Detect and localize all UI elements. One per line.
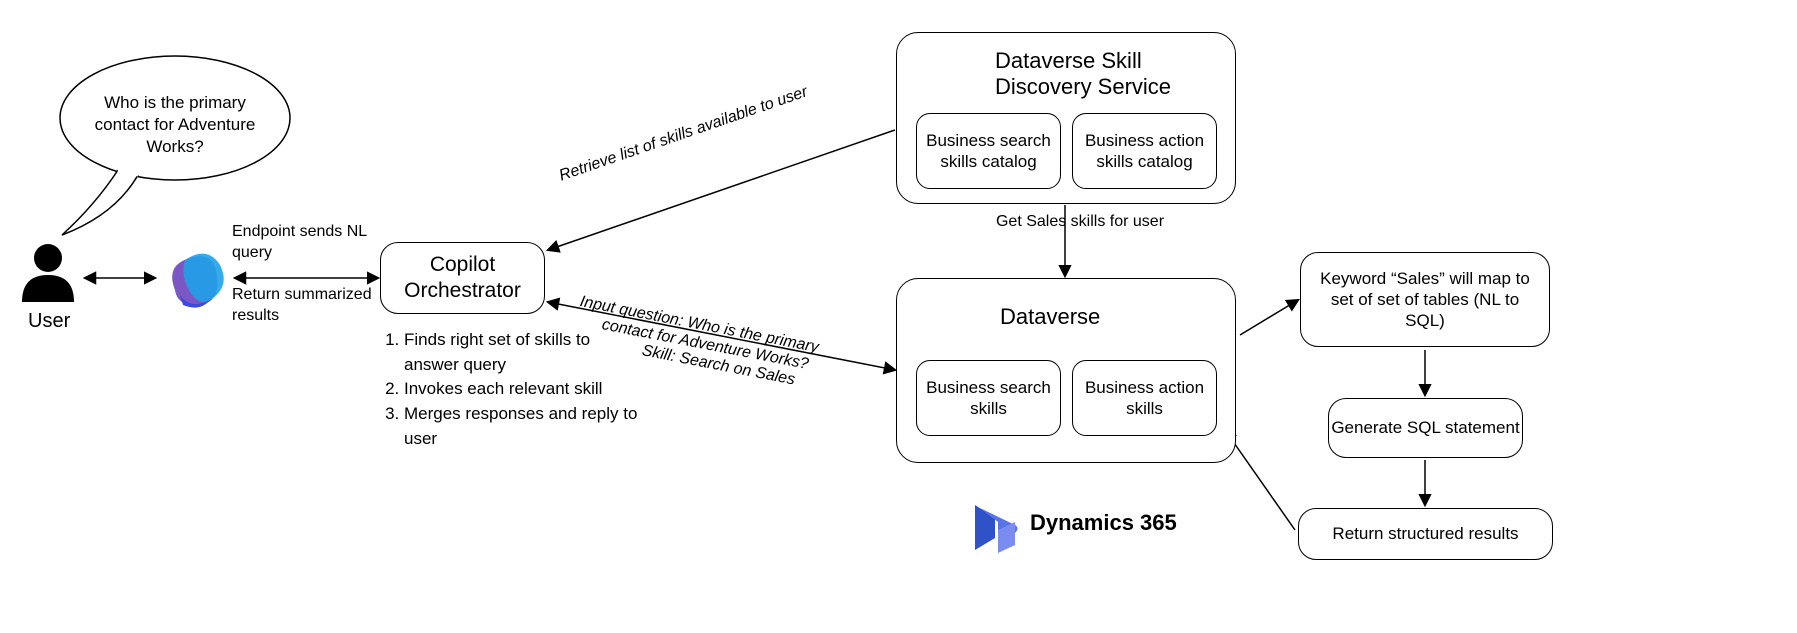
dataverse-title: Dataverse — [1000, 303, 1200, 332]
dataverse-box-action: Business action skills — [1072, 360, 1217, 436]
edge-dataverse-sql1 — [1240, 300, 1298, 335]
dataverse-box-search-label: Business search skills — [917, 377, 1060, 420]
discovery-title: Dataverse Skill Discovery Service — [995, 48, 1220, 101]
dynamics-365-label: Dynamics 365 — [1030, 510, 1177, 536]
discovery-box-action: Business action skills catalog — [1072, 113, 1217, 189]
orchestrator-steps: Finds right set of skills to answer quer… — [378, 328, 638, 451]
sql-node-keyword-map: Keyword “Sales” will map to set of set o… — [1300, 252, 1550, 347]
dynamics-365-text: Dynamics 365 — [1030, 510, 1177, 536]
sql-node-return-results: Return structured results — [1298, 508, 1553, 560]
discovery-box-search: Business search skills catalog — [916, 113, 1061, 189]
edge-label-endpoint-sends: Endpoint sends NL query — [232, 222, 382, 264]
discovery-box-action-label: Business action skills catalog — [1073, 130, 1216, 173]
user-label: User — [28, 310, 70, 333]
edge-orch-discovery — [548, 130, 895, 250]
user-speech-text: Who is the primary contact for Adventure… — [80, 92, 270, 158]
sql-node-generate: Generate SQL statement — [1328, 398, 1523, 458]
dataverse-box-search: Business search skills — [916, 360, 1061, 436]
orchestrator-node: Copilot Orchestrator — [380, 242, 545, 314]
orch-step-2: Invokes each relevant skill — [404, 377, 638, 402]
copilot-icon — [172, 254, 224, 308]
edge-label-get-sales-skills: Get Sales skills for user — [980, 212, 1180, 233]
edge-label-retrieve-skills: Retrieve list of skills available to use… — [557, 61, 875, 185]
discovery-box-search-label: Business search skills catalog — [917, 130, 1060, 173]
dataverse-box-action-label: Business action skills — [1073, 377, 1216, 420]
user-icon — [22, 244, 74, 302]
edge-label-return-summarized: Return summarized results — [232, 285, 382, 327]
orch-step-1: Finds right set of skills to answer quer… — [404, 328, 638, 377]
sql-node-return-results-text: Return structured results — [1332, 523, 1518, 544]
sql-node-keyword-map-text: Keyword “Sales” will map to set of set o… — [1311, 268, 1539, 332]
orch-step-3: Merges responses and reply to user — [404, 402, 638, 451]
orchestrator-title: Copilot Orchestrator — [381, 252, 544, 305]
dynamics-365-icon — [975, 505, 1018, 553]
sql-node-generate-text: Generate SQL statement — [1331, 417, 1519, 438]
